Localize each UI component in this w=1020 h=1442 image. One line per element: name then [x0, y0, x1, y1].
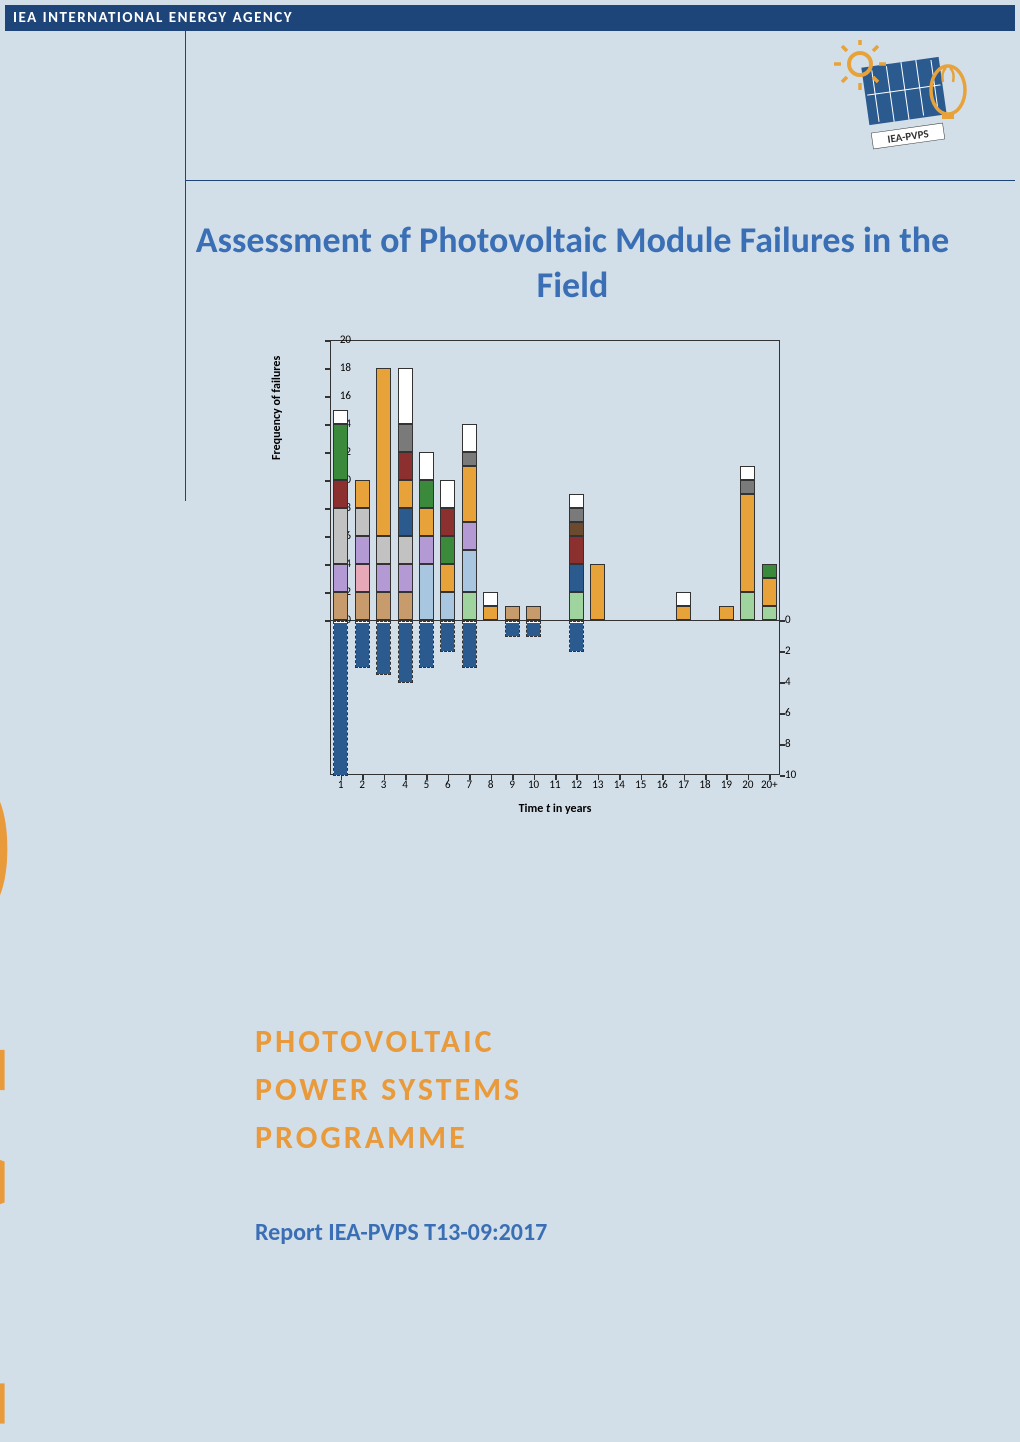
top-bar [740, 466, 755, 620]
programme-line-2: POWER SYSTEMS [255, 1066, 522, 1114]
header-text: IEA INTERNATIONAL ENERGY AGENCY [13, 9, 293, 27]
top-bar [419, 452, 434, 620]
bottom-bar [569, 621, 584, 652]
programme-line-1: PHOTOVOLTAIC [255, 1018, 522, 1066]
top-bar [676, 592, 691, 620]
bottom-bar [419, 621, 434, 668]
pvps-watermark: PVPS [0, 775, 18, 1442]
failure-frequency-chart: Frequency of failures Time t in years 02… [275, 330, 805, 860]
top-bar [440, 480, 455, 620]
top-bar [590, 564, 605, 620]
bottom-bar [526, 621, 541, 637]
bottom-bar [376, 621, 391, 675]
top-bar [526, 606, 541, 620]
top-bar [505, 606, 520, 620]
iea-pvps-logo: IEA-PVPS [820, 40, 990, 160]
top-bar [355, 480, 370, 620]
top-bar [462, 424, 477, 620]
top-bar [376, 368, 391, 620]
programme-title: PHOTOVOLTAIC POWER SYSTEMS PROGRAMME [255, 1018, 522, 1162]
bottom-bar [355, 621, 370, 668]
top-bar [762, 564, 777, 620]
bottom-bar [462, 621, 477, 668]
document-title: Assessment of Photovoltaic Module Failur… [185, 218, 960, 308]
bottom-bar [505, 621, 520, 637]
report-id: Report IEA-PVPS T13-09:2017 [255, 1218, 547, 1247]
bottom-bar [333, 621, 348, 776]
top-bar [398, 368, 413, 620]
top-bar [483, 592, 498, 620]
top-bar [719, 606, 734, 620]
header-bar: IEA INTERNATIONAL ENERGY AGENCY [5, 5, 1015, 31]
top-bar [569, 494, 584, 620]
bottom-bar [440, 621, 455, 652]
chart-ylabel: Frequency of failures [270, 356, 284, 460]
programme-line-3: PROGRAMME [255, 1114, 522, 1162]
horizontal-rule [185, 180, 1015, 181]
bottom-bar [398, 621, 413, 683]
top-bar [333, 410, 348, 620]
chart-xlabel: Time t in years [331, 802, 779, 816]
